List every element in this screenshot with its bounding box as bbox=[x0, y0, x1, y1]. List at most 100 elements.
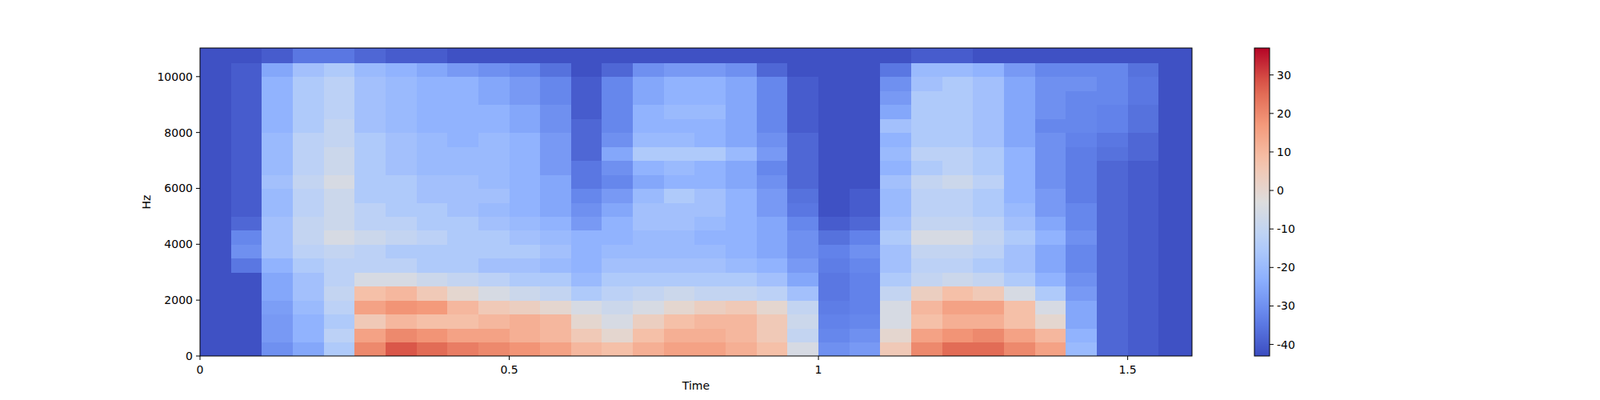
colorbar-tick bbox=[1269, 151, 1274, 152]
cell bbox=[818, 342, 850, 356]
cell bbox=[849, 272, 881, 287]
cell bbox=[787, 62, 819, 77]
cell bbox=[942, 188, 974, 203]
cell bbox=[1065, 272, 1097, 287]
cell bbox=[447, 132, 479, 148]
cell bbox=[416, 104, 448, 120]
cell bbox=[880, 314, 912, 329]
cell bbox=[1096, 216, 1128, 231]
cell bbox=[261, 76, 293, 92]
colorbar-tick bbox=[1269, 74, 1274, 76]
cell bbox=[849, 188, 881, 203]
cell bbox=[694, 272, 726, 287]
cell bbox=[972, 216, 1004, 231]
x-tick bbox=[1127, 356, 1128, 360]
cell bbox=[694, 258, 726, 273]
cell bbox=[849, 342, 881, 356]
cell bbox=[1035, 48, 1067, 64]
cell bbox=[478, 76, 510, 92]
cell bbox=[880, 216, 912, 231]
cell bbox=[447, 104, 479, 120]
cell bbox=[942, 160, 974, 176]
cell bbox=[632, 146, 664, 161]
cell bbox=[787, 286, 819, 301]
cell bbox=[849, 76, 881, 92]
cell bbox=[694, 300, 726, 315]
cell bbox=[354, 286, 386, 301]
cell bbox=[571, 258, 603, 273]
cell bbox=[416, 202, 448, 217]
cell bbox=[818, 230, 850, 245]
cell bbox=[261, 216, 293, 231]
cell bbox=[1065, 188, 1097, 203]
cell bbox=[880, 342, 912, 356]
cell bbox=[385, 202, 417, 217]
cell bbox=[354, 132, 386, 148]
cell bbox=[231, 132, 263, 148]
cell bbox=[880, 118, 912, 133]
cell bbox=[818, 202, 850, 217]
cell bbox=[911, 216, 943, 231]
cell bbox=[849, 118, 881, 133]
cell bbox=[385, 342, 417, 356]
cell bbox=[200, 230, 232, 245]
colorbar-tick-label: 0 bbox=[1276, 184, 1284, 197]
plot-background bbox=[200, 48, 1192, 356]
cell bbox=[231, 118, 263, 133]
cell bbox=[787, 258, 819, 273]
cell bbox=[385, 272, 417, 287]
cell bbox=[694, 104, 726, 120]
cell bbox=[1004, 76, 1036, 92]
cell bbox=[911, 328, 943, 343]
cell bbox=[725, 62, 757, 77]
cell bbox=[787, 90, 819, 105]
cell bbox=[447, 216, 479, 231]
cell bbox=[1158, 272, 1190, 287]
cell bbox=[880, 272, 912, 287]
cell bbox=[1035, 314, 1067, 329]
cell bbox=[1065, 48, 1097, 64]
cell bbox=[601, 188, 633, 203]
cell bbox=[1158, 62, 1190, 77]
cell bbox=[231, 202, 263, 217]
cell bbox=[972, 328, 1004, 343]
cell bbox=[571, 314, 603, 329]
cell bbox=[292, 300, 324, 315]
cell bbox=[1004, 48, 1036, 64]
cell bbox=[849, 48, 881, 64]
cell bbox=[725, 314, 757, 329]
cell bbox=[231, 104, 263, 120]
cell bbox=[354, 272, 386, 287]
cell bbox=[942, 300, 974, 315]
cell bbox=[756, 202, 788, 217]
cell bbox=[385, 258, 417, 273]
y-tick bbox=[196, 188, 200, 189]
cell bbox=[231, 174, 263, 189]
cell bbox=[756, 272, 788, 287]
cell bbox=[942, 230, 974, 245]
cell bbox=[509, 48, 541, 64]
x-axis-label: Time bbox=[681, 379, 710, 392]
cell bbox=[1096, 76, 1128, 92]
colorbar-tick bbox=[1269, 305, 1274, 307]
cell bbox=[787, 174, 819, 189]
cell bbox=[1035, 104, 1067, 120]
cell bbox=[787, 48, 819, 64]
cell bbox=[601, 104, 633, 120]
cell bbox=[354, 104, 386, 120]
cell bbox=[1096, 146, 1128, 161]
cell bbox=[818, 328, 850, 343]
cell bbox=[1004, 132, 1036, 148]
cell bbox=[787, 244, 819, 259]
cell bbox=[632, 216, 664, 231]
cell bbox=[1128, 174, 1160, 189]
cell bbox=[231, 90, 263, 105]
cell bbox=[1128, 104, 1160, 120]
cell bbox=[942, 342, 974, 356]
cell bbox=[972, 160, 1004, 176]
cell bbox=[849, 216, 881, 231]
cell bbox=[1128, 146, 1160, 161]
cell bbox=[324, 118, 356, 133]
cell bbox=[540, 314, 572, 329]
cell bbox=[324, 76, 356, 92]
